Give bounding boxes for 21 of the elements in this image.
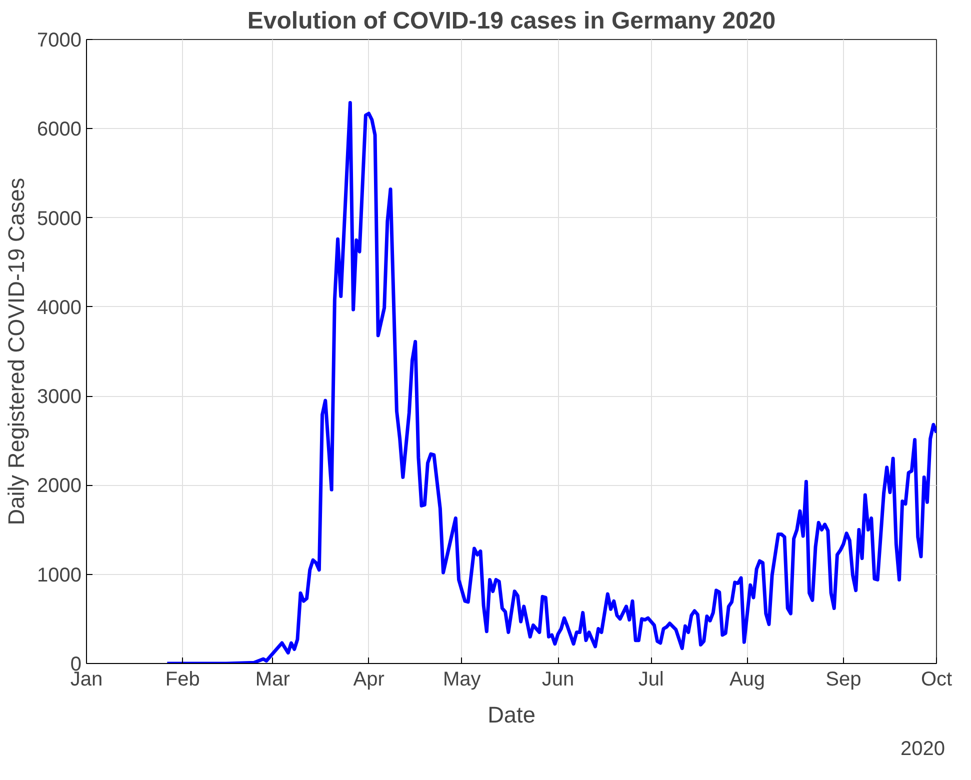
- x-tick-label: Oct: [920, 668, 952, 690]
- x-tick-label: Apr: [353, 668, 385, 690]
- x-tick-label: Jun: [542, 668, 574, 690]
- y-tick-label: 2000: [37, 475, 82, 498]
- x-tick-label: Jul: [638, 668, 664, 690]
- x-tick-label: Aug: [729, 668, 766, 690]
- x-tick-label: Feb: [165, 668, 200, 690]
- y-tick-label: 6000: [37, 118, 82, 141]
- x-tick-label: Mar: [255, 668, 290, 690]
- text: 2020: [900, 737, 945, 762]
- y-tick-label: 7000: [37, 30, 82, 52]
- y-axis-title: Daily Registered COVID-19 Cases: [3, 178, 30, 526]
- y-tick-label: 4000: [37, 296, 82, 319]
- y-tick-label: 5000: [37, 208, 82, 230]
- x-axis-title: Date: [488, 702, 536, 728]
- y-tick-label: 1000: [37, 564, 82, 586]
- chart-title: Evolution of COVID-19 cases in Germany 2020: [247, 8, 776, 34]
- x-tick-label: May: [442, 668, 481, 690]
- x-tick-label: Sep: [826, 668, 862, 690]
- line-series: [165, 101, 936, 664]
- y-tick-label: 3000: [37, 386, 82, 408]
